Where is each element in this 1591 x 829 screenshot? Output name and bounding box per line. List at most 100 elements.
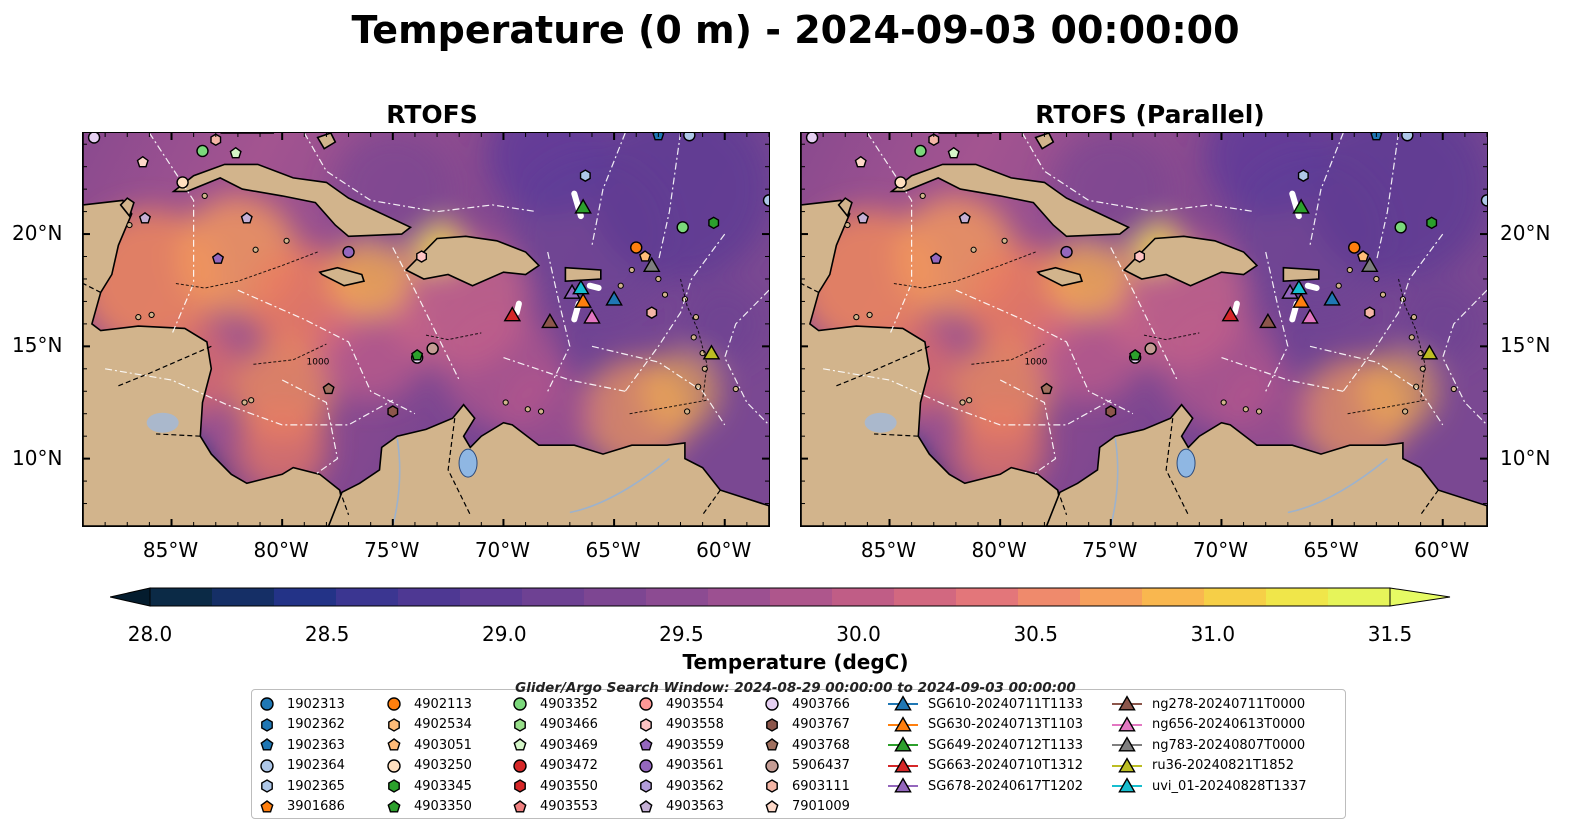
legend-item-4903768: 4903768: [762, 735, 850, 756]
land-jamaica: [318, 266, 366, 287]
land-hispaniola: [1122, 235, 1259, 287]
legend-label: 1902363: [287, 737, 345, 753]
lake-nicaragua: [864, 412, 897, 433]
colorbar-frame: [149, 587, 1391, 607]
legend-item-SG630: SG630-20240713T1103: [888, 715, 1083, 736]
legend-marker-hexagon: [261, 717, 273, 732]
legend-label: 4903466: [540, 717, 598, 733]
argo-marker-4903563: [856, 211, 870, 224]
eez-boundary: [237, 289, 416, 415]
argo-marker-4902113: [630, 241, 643, 254]
legend-item-SG678: SG678-20240617T1202: [888, 776, 1083, 797]
glider-track: [1231, 300, 1240, 316]
argo-marker-4902113: [1348, 241, 1361, 254]
colorbar-segment: [584, 588, 647, 606]
argo-marker-4903469: [229, 146, 242, 159]
argo-marker-4903469: [947, 146, 960, 159]
glider-marker-SG610: [605, 290, 623, 306]
colorbar-segment: [1080, 588, 1143, 606]
country-border: [115, 345, 212, 388]
colorbar-label: Temperature (degC): [682, 650, 909, 674]
country-border: [801, 282, 819, 293]
legend-marker-triangle: [1118, 757, 1136, 773]
island: [283, 237, 290, 244]
glider-marker-ng278: [1259, 312, 1277, 329]
argo-marker-5906437: [426, 342, 439, 355]
legend-label: 4903562: [666, 778, 724, 794]
island: [690, 334, 697, 341]
argo-marker-4903250: [894, 176, 907, 189]
legend-marker-circle: [513, 697, 527, 711]
legend-item-ng656: ng656-20240613T0000: [1112, 715, 1306, 736]
legend-label: 1902362: [287, 717, 345, 733]
glider-marker-uvi_01: [1290, 279, 1308, 295]
legend-label: SG649-20240712T1133: [928, 737, 1084, 753]
glider-marker-SG610: [1323, 290, 1341, 306]
island: [732, 385, 739, 393]
eez-boundary: [1221, 357, 1344, 392]
map-panel-rtofs-parallel[interactable]: 1000: [800, 132, 1488, 527]
island: [248, 397, 255, 404]
glider-track: [586, 282, 602, 291]
legend-label: 4903553: [540, 799, 598, 815]
island: [148, 311, 155, 319]
colorbar-segment: [1142, 588, 1205, 606]
island: [201, 192, 208, 199]
colorbar-segment: [336, 588, 399, 606]
island: [1417, 349, 1424, 357]
legend-marker-triangle: [894, 757, 912, 773]
argo-marker-4903352: [1394, 221, 1407, 234]
country-border: [339, 489, 350, 515]
argo-marker-1902365: [579, 169, 591, 182]
argo-marker-4903352: [676, 221, 689, 234]
argo-marker-1902364: [762, 194, 769, 207]
legend-item-4903553: 4903553: [510, 797, 598, 818]
legend-item-5906437: 5906437: [762, 756, 850, 777]
lake-nicaragua: [146, 412, 179, 433]
glider-marker-SG663: [1221, 306, 1240, 322]
argo-marker-4903051: [1357, 250, 1370, 262]
legend-item-7901009: 7901009: [762, 797, 850, 818]
colorbar-segment: [522, 588, 585, 606]
glider-marker-ng656: [1301, 308, 1319, 324]
island: [844, 221, 851, 229]
legend-marker-circle: [639, 759, 653, 773]
lon-tick-label: 80°W: [253, 538, 309, 562]
legend-marker-circle: [639, 697, 653, 711]
legend-label: SG678-20240617T1202: [928, 778, 1084, 794]
colorbar-extend-low: [110, 587, 151, 607]
argo-marker-4903352: [196, 144, 209, 158]
land-yucatan-tip: [837, 197, 853, 218]
colorbar-segment: [894, 588, 957, 606]
glider-marker-uvi_01: [572, 279, 590, 295]
legend-label: 1902365: [287, 778, 345, 794]
glider-track: [513, 300, 522, 316]
legend-item-4903250: 4903250: [384, 756, 472, 777]
map-panel-rtofs[interactable]: 1000: [82, 132, 770, 527]
colorbar-segment: [956, 588, 1019, 606]
island: [966, 397, 973, 404]
legend-label: 4902113: [414, 696, 472, 712]
argo-marker-4903350: [1129, 348, 1142, 361]
legend-column-gliders: ng278-20240711T0000 ng656-20240613T0000 ng…: [1112, 694, 1306, 797]
country-border: [1057, 489, 1068, 515]
country-border: [155, 433, 201, 437]
legend-marker-pentagon: [765, 799, 779, 813]
argo-marker-4903561: [342, 245, 355, 259]
colorbar-segment: [1266, 588, 1329, 606]
argo-marker-4903768: [322, 382, 335, 395]
legend-label: ng656-20240613T0000: [1152, 717, 1306, 733]
land-layer: [83, 133, 769, 526]
depth-contour: [1398, 278, 1426, 401]
argo-marker-1902364: [683, 133, 696, 142]
legend-item-4903559: 4903559: [636, 735, 724, 756]
legend-column: 4902113 4902534 4903051 4903250 4903345 49033…: [384, 694, 472, 817]
argo-marker-4903768: [1040, 382, 1053, 395]
legend-label: 4903550: [540, 778, 598, 794]
eez-boundary: [503, 357, 626, 392]
legend-label: 4903250: [414, 758, 472, 774]
legend-label: 5906437: [792, 758, 850, 774]
colorbar-segment: [1018, 588, 1081, 606]
eez-boundary: [591, 133, 626, 246]
colorbar-segment: [274, 588, 337, 606]
